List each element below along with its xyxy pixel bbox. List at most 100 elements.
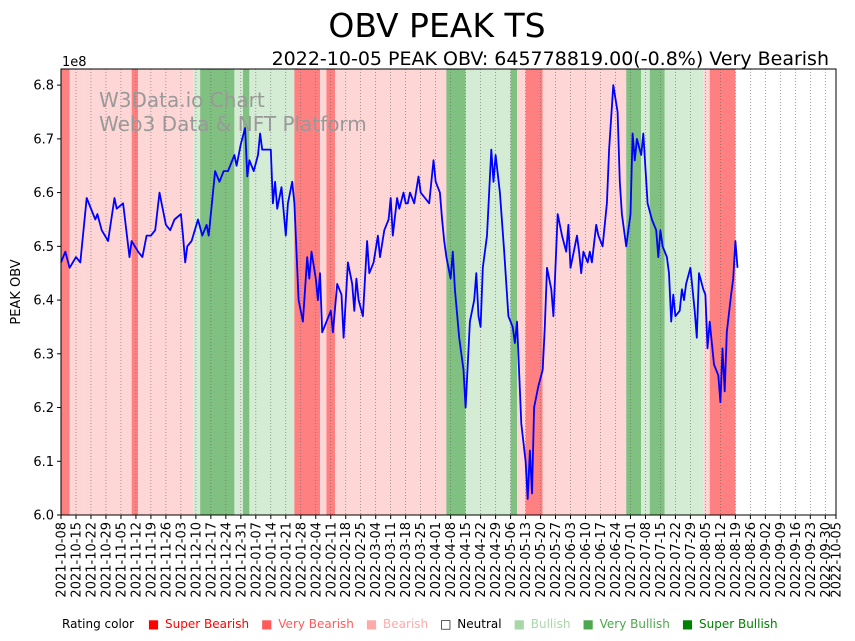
y-tick-label: 6.2 (33, 401, 54, 416)
legend-item-bearish: ■ Bearish (366, 617, 430, 631)
x-tick-label: 2021-12-31 (234, 522, 249, 598)
x-tick-label: 2022-08-19 (729, 522, 744, 598)
y-tick-label: 6.8 (33, 79, 54, 94)
x-tick-label: 2022-01-07 (249, 522, 264, 598)
legend-swatch: ■ (147, 617, 164, 631)
chart-subtitle: 2022-10-05 PEAK OBV: 645778819.00(-0.8%)… (272, 48, 829, 70)
legend-text: Super Bearish (165, 617, 250, 631)
x-tick-label: 2022-01-21 (279, 522, 294, 598)
rating-band-very_bullish (510, 69, 518, 515)
x-tick-label: 2022-06-03 (564, 522, 579, 598)
x-tick-label: 2022-02-11 (324, 522, 339, 598)
rating-band-very_bullish (200, 69, 235, 515)
x-tick-label: 2022-04-08 (444, 522, 459, 598)
legend-swatch: ■ (582, 617, 598, 631)
y-axis-ticks: 6.0 6.1 6.2 6.3 6.4 6.5 6.6 6.7 6.8 (33, 79, 61, 524)
x-tick-label: 2021-10-15 (69, 522, 84, 598)
rating-band-very_bullish (626, 69, 642, 515)
legend-item-very-bearish: ■ Very Bearish (261, 617, 356, 631)
x-tick-label: 2021-10-22 (84, 522, 99, 598)
legend-item-super-bearish: ■ Super Bearish (148, 617, 251, 631)
x-tick-label: 2022-07-01 (624, 522, 639, 598)
rating-band-bearish (82, 69, 132, 515)
legend-swatch: ■ (365, 617, 382, 631)
rating-band-bullish (234, 69, 243, 515)
legend-swatch: ■ (681, 617, 697, 631)
x-tick-label: 2022-09-09 (774, 522, 789, 598)
watermark-line-2: Web3 Data & NFT Platform (99, 112, 367, 136)
x-tick-label: 2022-07-15 (654, 522, 669, 598)
legend-text: Very Bearish (278, 617, 354, 631)
legend-item-neutral: □ Neutral (440, 617, 503, 631)
x-tick-label: 2022-10-05 (830, 522, 845, 598)
rating-legend: Rating color ■ Super Bearish ■ Very Beari… (62, 617, 784, 631)
legend-label: Rating color (62, 617, 135, 631)
legend-text: Super Bullish (698, 617, 778, 631)
y-tick-label: 6.0 (33, 509, 54, 524)
y-tick-label: 6.7 (33, 132, 54, 147)
x-tick-label: 2022-06-10 (579, 522, 594, 598)
legend-swatch: ■ (261, 617, 277, 631)
legend-items: ■ Super Bearish ■ Very Bearish ■ Bearish □ … (140, 617, 782, 631)
x-tick-label: 2022-05-06 (504, 522, 519, 598)
legend-item-super-bullish: ■ Super Bullish (682, 617, 780, 631)
rating-band-bearish (320, 69, 327, 515)
x-tick-label: 2022-04-29 (489, 522, 504, 598)
x-tick-label: 2021-11-12 (129, 522, 144, 598)
chart-title: OBV PEAK TS (328, 6, 545, 45)
watermark-line-1: W3Data.io Chart (99, 88, 265, 112)
y-tick-label: 6.1 (33, 455, 54, 470)
rating-band-bearish (517, 69, 526, 515)
x-tick-label: 2022-02-18 (339, 522, 354, 598)
x-tick-label: 2022-03-25 (414, 522, 429, 598)
x-tick-label: 2022-07-22 (669, 522, 684, 598)
x-tick-label: 2022-05-27 (549, 522, 564, 598)
x-tick-label: 2022-04-01 (429, 522, 444, 598)
y-tick-label: 6.5 (33, 240, 54, 255)
x-tick-label: 2021-11-26 (159, 522, 174, 598)
x-tick-label: 2022-02-04 (309, 522, 324, 598)
rating-band-bearish (542, 69, 627, 515)
x-axis-ticks: 2021-10-08 2021-10-15 2021-10-22 2021-10-29… (55, 515, 845, 598)
rating-band-bullish (249, 69, 295, 515)
legend-text: Bullish (530, 617, 571, 631)
x-tick-label: 2022-03-11 (384, 522, 399, 598)
x-tick-label: 2021-10-29 (99, 522, 114, 598)
x-tick-label: 2022-08-26 (744, 522, 759, 598)
x-tick-label: 2022-05-20 (534, 522, 549, 598)
x-tick-label: 2021-10-08 (55, 522, 70, 598)
x-tick-label: 2022-08-12 (714, 522, 729, 598)
rating-band-very_bearish (525, 69, 543, 515)
x-tick-label: 2021-12-03 (174, 522, 189, 598)
y-axis-label: PEAK OBV (9, 259, 24, 324)
rating-band-bullish (465, 69, 511, 515)
legend-item-bullish: ■ Bullish (514, 617, 573, 631)
x-tick-label: 2022-09-02 (759, 522, 774, 598)
rating-band-very_bearish (131, 69, 139, 515)
x-tick-label: 2022-02-25 (354, 522, 369, 598)
y-multiplier-label: 1e8 (62, 55, 87, 70)
rating-band-bullish (664, 69, 704, 515)
plot-frame (60, 68, 837, 516)
x-tick-label: 2022-09-16 (789, 522, 804, 598)
x-tick-label: 2021-11-05 (114, 522, 129, 598)
x-tick-label: 2022-01-14 (264, 522, 279, 598)
legend-text: Neutral (457, 617, 502, 631)
y-tick-label: 6.4 (33, 294, 54, 309)
x-tick-label: 2022-06-24 (609, 522, 624, 598)
x-tick-label: 2022-05-13 (519, 522, 534, 598)
rating-bands (61, 69, 736, 515)
x-tick-label: 2022-07-08 (639, 522, 654, 598)
rating-band-very_bearish (61, 69, 70, 515)
x-tick-label: 2022-03-18 (399, 522, 414, 598)
legend-text: Bearish (383, 617, 429, 631)
x-tick-label: 2021-12-24 (219, 522, 234, 598)
rating-band-very_bullish (242, 69, 250, 515)
series-line-peak-obv (60, 84, 739, 500)
legend-swatch: ■ (513, 617, 529, 631)
rating-band-very_bullish (649, 69, 665, 515)
x-tick-label: 2022-08-05 (699, 522, 714, 598)
x-tick-label: 2022-04-22 (474, 522, 489, 598)
watermark: W3Data.io Chart Web3 Data & NFT Platform (99, 88, 367, 136)
